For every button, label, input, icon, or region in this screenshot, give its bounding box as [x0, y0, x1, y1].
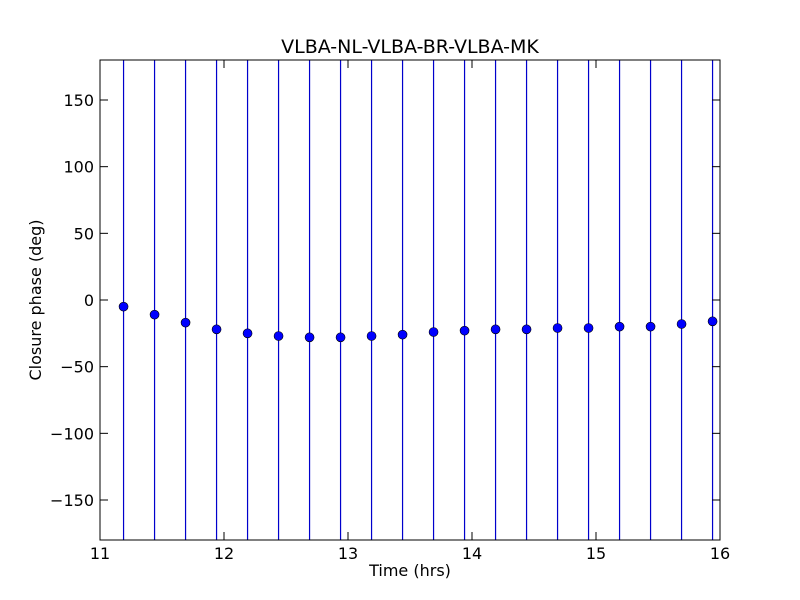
data-point	[273, 331, 284, 341]
data-point	[118, 301, 129, 312]
y-tick-label: −50	[60, 358, 94, 377]
y-tick-label: −150	[50, 491, 94, 510]
x-tick-label: 13	[338, 544, 358, 563]
y-axis-label: Closure phase (deg)	[26, 219, 45, 380]
data-point	[304, 332, 315, 343]
data-point	[490, 324, 501, 335]
y-tick-label: 150	[63, 91, 94, 110]
x-tick-label: 11	[90, 544, 110, 563]
data-point	[149, 309, 160, 320]
x-tick-label: 16	[710, 544, 730, 563]
data-point	[583, 323, 594, 333]
x-tick-label: 15	[586, 544, 606, 563]
data-point	[180, 317, 191, 328]
y-tick-label: 0	[84, 291, 94, 310]
plot-area	[100, 60, 720, 540]
data-point	[614, 321, 625, 332]
data-point	[211, 324, 222, 335]
data-point	[707, 316, 718, 327]
data-point	[676, 319, 687, 329]
y-tick-label: 100	[63, 158, 94, 177]
data-point	[397, 329, 408, 340]
data-point	[366, 331, 377, 341]
y-tick-label: 50	[74, 224, 94, 243]
data-point	[428, 327, 439, 337]
x-tick-label: 14	[462, 544, 482, 563]
data-point	[645, 321, 656, 332]
data-point-layer	[118, 301, 718, 343]
chart-title: VLBA-NL-VLBA-BR-VLBA-MK	[281, 36, 539, 58]
data-point	[459, 325, 470, 336]
data-point	[521, 324, 532, 335]
data-point	[242, 328, 253, 339]
errorbar-layer	[122, 60, 714, 540]
x-tick-label: 12	[214, 544, 234, 563]
data-point	[335, 332, 346, 343]
y-tick-label: −100	[50, 424, 94, 443]
x-axis-label: Time (hrs)	[368, 561, 451, 580]
data-point	[552, 323, 563, 333]
y-axis-ticks: −150 −100 −50 0 50 100 150	[50, 91, 720, 510]
x-axis-ticks: 11 12 13 14 15 16	[90, 60, 730, 563]
